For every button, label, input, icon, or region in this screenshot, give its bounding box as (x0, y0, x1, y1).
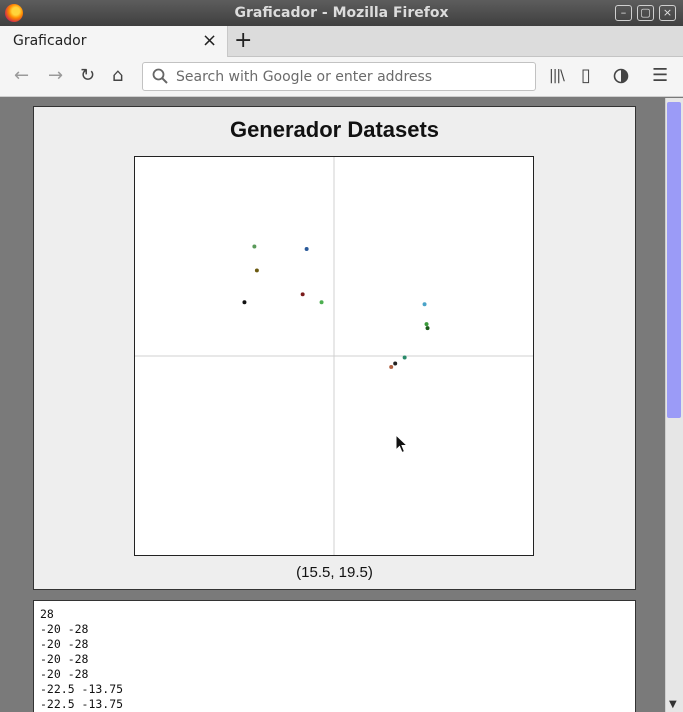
scatter-point-7 (424, 322, 429, 327)
mouse-cursor-icon (395, 434, 409, 454)
search-icon (152, 68, 168, 84)
scatter-point-6 (422, 302, 427, 307)
generator-panel: Generador Datasets (15.5, 19.5) (33, 106, 636, 590)
minimize-button[interactable]: – (615, 5, 632, 21)
scrollbar-thumb[interactable] (667, 102, 681, 418)
scatter-point-1 (304, 247, 309, 252)
address-bar[interactable] (142, 62, 536, 91)
page-title: Generador Datasets (229, 117, 440, 142)
dataset-line: -22.5 -13.75 (40, 697, 124, 711)
page-viewport: Generador Datasets (15.5, 19.5) 28 -20 -… (4, 98, 665, 712)
scatter-point-4 (300, 292, 305, 297)
dataset-line: -20 -28 (40, 637, 89, 651)
dataset-line: -20 -28 (40, 652, 89, 666)
window-titlebar: Graficador - Mozilla Firefox – ▢ × (0, 0, 683, 26)
dataset-line: -20 -28 (40, 622, 89, 636)
reload-icon[interactable]: ↻ (80, 65, 96, 86)
scatter-point-11 (389, 364, 394, 369)
scatter-point-5 (319, 300, 324, 305)
coordinate-readout: (15.5, 19.5) (296, 564, 373, 581)
close-window-button[interactable]: × (659, 5, 676, 21)
dataset-output-textarea[interactable]: 28 -20 -28 -20 -28 -20 -28 -20 -28 -22.5… (33, 600, 636, 712)
library-icon[interactable]: |||\ (549, 68, 565, 84)
dataset-text: 28 -20 -28 -20 -28 -20 -28 -20 -28 -22.5… (40, 607, 123, 712)
new-tab-button[interactable]: + (234, 28, 253, 53)
scatter-point-2 (254, 268, 259, 273)
home-icon[interactable]: ⌂ (112, 65, 124, 86)
scatter-point-9 (402, 355, 407, 360)
forward-icon[interactable]: → (48, 65, 64, 86)
tab-graficador[interactable]: Graficador × (0, 26, 228, 57)
dataset-line: 28 (40, 607, 54, 621)
dataset-line: -20 -28 (40, 667, 89, 681)
privacy-mask-icon[interactable] (613, 68, 629, 84)
dataset-line: -22.5 -13.75 (40, 682, 124, 696)
tab-label: Graficador (13, 33, 87, 49)
search-input[interactable] (176, 67, 526, 87)
window-title: Graficador - Mozilla Firefox (234, 5, 449, 21)
scroll-down-arrow-icon[interactable]: ▼ (669, 699, 677, 710)
back-icon[interactable]: ← (14, 65, 30, 86)
scatter-point-0 (252, 244, 257, 249)
close-tab-icon[interactable]: × (202, 30, 218, 51)
maximize-button[interactable]: ▢ (637, 5, 654, 21)
firefox-logo-icon (5, 4, 23, 22)
navigation-toolbar: ← → ↻ ⌂ |||\ ▯ ☰ (0, 57, 683, 97)
vertical-scrollbar[interactable]: ▼ (665, 98, 683, 712)
tab-bar: Graficador × + (0, 26, 683, 57)
sidebar-icon[interactable]: ▯ (581, 65, 591, 86)
scatter-point-8 (425, 326, 430, 331)
scatter-point-10 (393, 361, 398, 366)
scatter-point-3 (242, 300, 247, 305)
menu-icon[interactable]: ☰ (652, 65, 669, 86)
scatter-plot-canvas[interactable] (134, 156, 534, 556)
